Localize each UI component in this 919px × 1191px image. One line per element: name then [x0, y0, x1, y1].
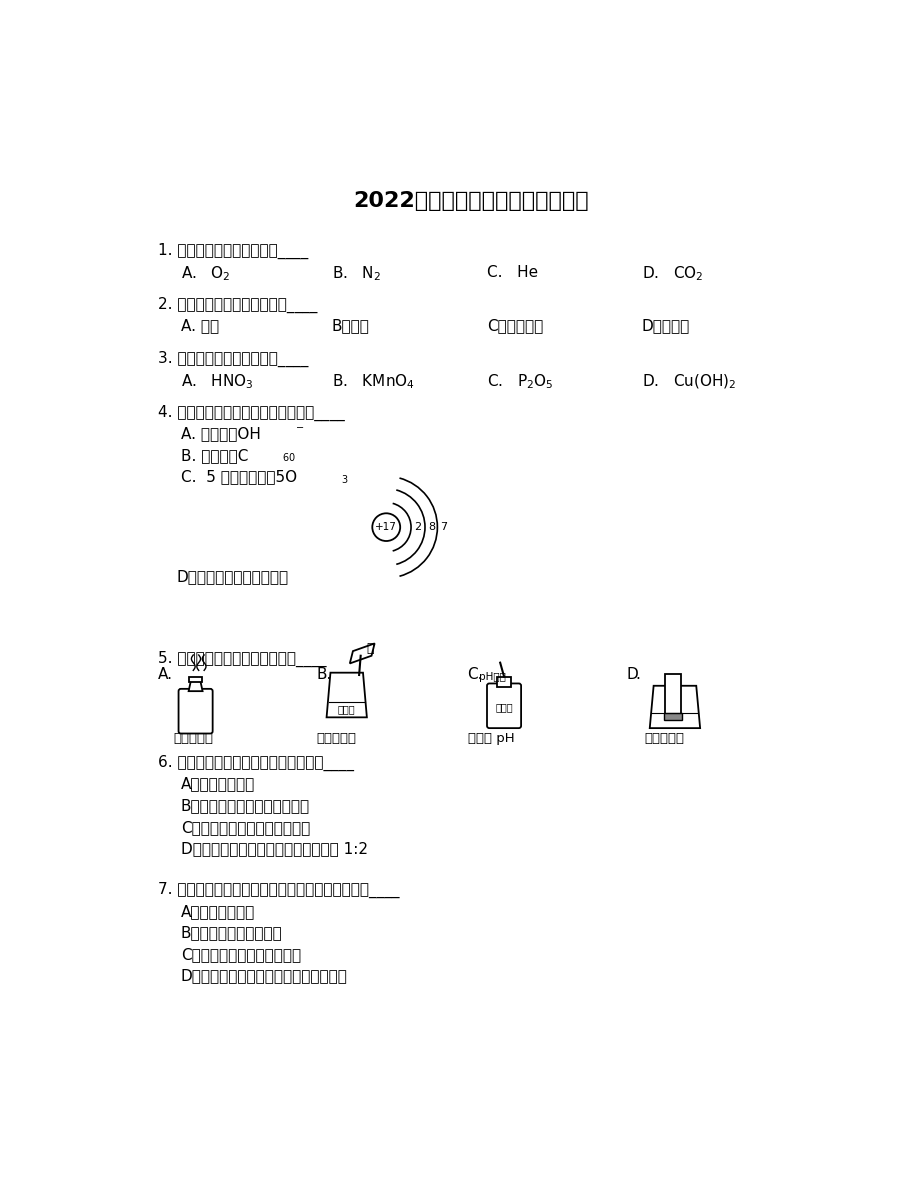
- Text: A.   O$_2$: A. O$_2$: [181, 264, 231, 283]
- Text: 5. 下列图示的实验操作正确的是____: 5. 下列图示的实验操作正确的是____: [157, 651, 325, 667]
- Text: A.: A.: [157, 667, 173, 681]
- FancyBboxPatch shape: [486, 684, 520, 728]
- Text: B．水的三态变化属于物理变化: B．水的三态变化属于物理变化: [181, 798, 310, 813]
- Text: 1. 空气中含量最多的气体是____: 1. 空气中含量最多的气体是____: [157, 243, 308, 260]
- Text: C．工业上常用赤铁矿冶炼铁: C．工业上常用赤铁矿冶炼铁: [181, 947, 301, 962]
- Text: D.   Cu(OH)$_2$: D. Cu(OH)$_2$: [641, 373, 736, 391]
- Text: B．涂油漆可防止铁生锈: B．涂油漆可防止铁生锈: [181, 925, 282, 940]
- Text: 2022年四川省宜宾市中考化学试卷: 2022年四川省宜宾市中考化学试卷: [353, 191, 589, 211]
- Text: D．电解水生成氢气和氧气的体积比为 1:2: D．电解水生成氢气和氧气的体积比为 1:2: [181, 841, 368, 856]
- Text: A．生铁是纯净物: A．生铁是纯净物: [181, 904, 255, 918]
- Text: A.   HNO$_3$: A. HNO$_3$: [181, 373, 254, 391]
- Text: 2: 2: [414, 522, 421, 532]
- Text: C.   He: C. He: [486, 264, 538, 280]
- Text: D．氯原子的结构示意图：: D．氯原子的结构示意图：: [176, 569, 289, 585]
- FancyBboxPatch shape: [496, 676, 510, 687]
- Text: B．糖水: B．糖水: [332, 318, 369, 333]
- Text: B.: B.: [316, 667, 332, 681]
- Text: .: .: [635, 667, 640, 681]
- FancyBboxPatch shape: [663, 713, 682, 719]
- Text: 稀释浓硫酸: 稀释浓硫酸: [316, 732, 357, 744]
- Text: 7: 7: [440, 522, 448, 532]
- FancyBboxPatch shape: [664, 674, 680, 717]
- Text: 闻气体气味: 闻气体气味: [173, 732, 213, 744]
- Text: C．生理盐水: C．生理盐水: [486, 318, 542, 333]
- Text: C.  5 个臭氧分子：5O: C. 5 个臭氧分子：5O: [181, 469, 297, 485]
- Text: D．苏打水: D．苏打水: [641, 318, 689, 333]
- Text: C.   P$_2$O$_5$: C. P$_2$O$_5$: [486, 373, 553, 391]
- Text: 6. 水是生命的源泉。下列说法错误的是____: 6. 水是生命的源泉。下列说法错误的是____: [157, 755, 353, 772]
- Text: 浓硫酸: 浓硫酸: [337, 705, 355, 715]
- Text: C．可用肥皂水区别硬水和软水: C．可用肥皂水区别硬水和软水: [181, 819, 310, 835]
- Text: A. 氢氧根：OH: A. 氢氧根：OH: [181, 426, 260, 442]
- Text: 稀盐酸: 稀盐酸: [494, 703, 512, 712]
- Text: 4. 下列有关化学用语的表述错误的是____: 4. 下列有关化学用语的表述错误的是____: [157, 405, 344, 420]
- Text: A. 豆浆: A. 豆浆: [181, 318, 219, 333]
- Text: D: D: [626, 667, 638, 681]
- Text: pH试纸: pH试纸: [479, 672, 505, 682]
- Text: 3. 下列物质属于氧化物的是____: 3. 下列物质属于氧化物的是____: [157, 351, 308, 367]
- Polygon shape: [349, 643, 374, 663]
- Polygon shape: [649, 686, 699, 728]
- Text: 7. 铁是一种重要金属。下列关于铁的叙述错误的是____: 7. 铁是一种重要金属。下列关于铁的叙述错误的是____: [157, 883, 399, 898]
- Text: $_{60}$: $_{60}$: [281, 450, 295, 464]
- Polygon shape: [188, 680, 202, 691]
- Text: 2. 下列物质中富含蛋白质的是____: 2. 下列物质中富含蛋白质的是____: [157, 297, 317, 313]
- Circle shape: [372, 513, 400, 541]
- FancyBboxPatch shape: [178, 688, 212, 734]
- Text: D.   CO$_2$: D. CO$_2$: [641, 264, 703, 283]
- Text: 8: 8: [427, 522, 435, 532]
- Text: A．可用明矾净水: A．可用明矾净水: [181, 777, 255, 792]
- FancyBboxPatch shape: [189, 678, 201, 682]
- Text: +17: +17: [375, 522, 397, 532]
- Text: $_3$: $_3$: [341, 472, 348, 486]
- Text: B. 金刚石：C: B. 金刚石：C: [181, 448, 248, 463]
- Text: B.   KMnO$_4$: B. KMnO$_4$: [332, 373, 414, 391]
- Text: 测溶液 pH: 测溶液 pH: [467, 732, 514, 744]
- Text: D．铁与硫酸铜溶液的反应属于置换反应: D．铁与硫酸铜溶液的反应属于置换反应: [181, 968, 347, 984]
- Text: C.: C.: [467, 667, 482, 681]
- Text: 水: 水: [366, 642, 373, 655]
- Polygon shape: [326, 673, 367, 717]
- Text: $^-$: $^-$: [293, 424, 304, 438]
- Text: 气密性检查: 气密性检查: [643, 732, 684, 744]
- Text: B.   N$_2$: B. N$_2$: [332, 264, 380, 283]
